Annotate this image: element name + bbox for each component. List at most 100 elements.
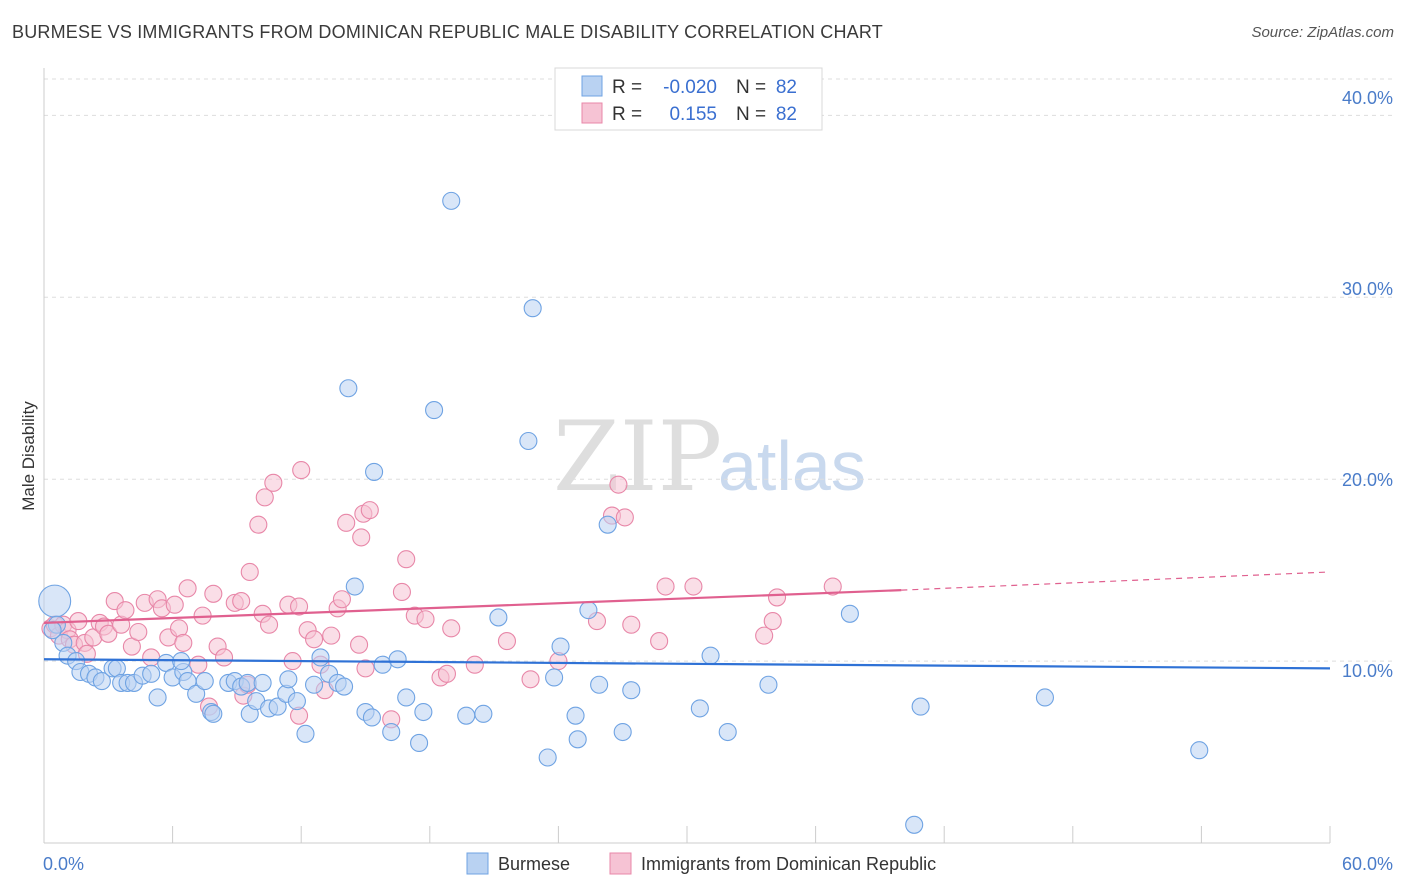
burmese-point [345, 577, 364, 596]
burmese-point [523, 299, 542, 318]
legend-swatch-dominican [581, 102, 603, 124]
bottom-legend-label-burmese: Burmese [498, 854, 570, 874]
burmese-point [568, 730, 587, 749]
burmese-point [142, 664, 161, 683]
burmese-point [598, 515, 617, 534]
y-axis-title: Male Disability [19, 401, 38, 511]
dominican-point [165, 595, 184, 614]
y-tick-label-30: 30.0% [1342, 279, 1393, 299]
dominican-point [437, 664, 456, 683]
dominican-point [264, 473, 283, 492]
burmese-point [590, 675, 609, 694]
legend-r-value-dominican: 0.155 [669, 104, 717, 125]
burmese-point [489, 608, 508, 627]
burmese-point [268, 697, 287, 716]
burmese-point [305, 675, 324, 694]
dominican-point [416, 610, 435, 629]
burmese-point [204, 704, 223, 723]
burmese-point [690, 699, 709, 718]
trend-lines [43, 571, 1331, 670]
burmese-point [414, 702, 433, 722]
burmese-point [195, 672, 214, 691]
legend-n-label-dominican: N = [736, 104, 766, 125]
dominican-point [650, 632, 669, 651]
burmese-point [519, 431, 538, 451]
bottom-legend-swatch-burmese [466, 852, 489, 875]
dominican-point [240, 562, 259, 582]
watermark-atlas: atlas [718, 427, 866, 505]
burmese-point [397, 688, 416, 707]
burmese-point [410, 733, 429, 753]
dominican-point [249, 515, 268, 534]
dominican-point [214, 648, 234, 667]
dominican-point [465, 655, 484, 674]
x-tick-label-max: 60.0% [1342, 854, 1393, 874]
axes [43, 68, 1331, 844]
dominican-point [442, 619, 461, 638]
burmese-point [474, 704, 493, 723]
dominican-trend-extension [901, 571, 1331, 591]
burmese-point [1190, 741, 1209, 760]
burmese-point [613, 722, 632, 742]
bottom-legend-label-dominican: Immigrants from Dominican Republic [641, 854, 936, 874]
legend-r-label-dominican: R = [612, 104, 642, 125]
burmese-point [187, 684, 206, 703]
legend-n-value-dominican: 82 [776, 104, 797, 125]
dominican-point [392, 582, 411, 602]
dominican-point [755, 626, 774, 645]
y-tick-label-40: 40.0% [1342, 88, 1393, 108]
legend-swatch-burmese [581, 75, 603, 97]
dominican-point [656, 577, 675, 596]
burmese-point [701, 646, 720, 665]
burmese-point [339, 379, 358, 398]
dominican-point [204, 584, 223, 603]
dominican-point [397, 550, 416, 569]
dominican-trend-line [43, 589, 902, 624]
bottom-legend-swatch-dominican [609, 852, 632, 875]
dominican-point [360, 501, 379, 520]
burmese-trend-line [43, 658, 1331, 670]
burmese-point [38, 584, 72, 618]
y-tick-label-10: 10.0% [1342, 661, 1393, 681]
dominican-point [259, 615, 279, 634]
bottom-legend: Burmese Immigrants from Dominican Republ… [466, 852, 936, 875]
burmese-point [579, 601, 598, 620]
burmese-point [148, 688, 167, 707]
burmese-point [279, 670, 298, 689]
dominican-point [174, 633, 193, 652]
dominican-point [290, 597, 309, 616]
x-tick-label-min: 0.0% [43, 854, 84, 874]
dominican-point [337, 513, 356, 532]
watermark-zip: ZIP [553, 401, 722, 513]
burmese-point [253, 673, 272, 692]
dominican-point [232, 592, 251, 611]
dominican-point [622, 615, 641, 634]
source-label: Source: ZipAtlas.com [1251, 24, 1394, 41]
burmese-points [38, 191, 1209, 834]
dominican-point [99, 624, 118, 643]
burmese-point [311, 648, 330, 667]
dominican-point [322, 626, 341, 645]
dominican-point [763, 612, 782, 631]
burmese-point [388, 650, 407, 669]
burmese-point [718, 722, 737, 742]
legend-box: R = -0.020 N = 82 R = 0.155 N = 82 [554, 67, 823, 131]
burmese-point [365, 462, 384, 481]
burmese-point [362, 708, 381, 727]
legend-r-value-burmese: -0.020 [663, 77, 717, 98]
chart-title: BURMESE VS IMMIGRANTS FROM DOMINICAN REP… [12, 22, 883, 42]
dominican-point [823, 577, 842, 596]
dominican-point [356, 659, 375, 678]
burmese-point [759, 675, 778, 694]
dominican-point [615, 508, 634, 527]
burmese-point [425, 401, 444, 420]
burmese-point [840, 604, 859, 623]
dominican-point [497, 632, 517, 651]
legend-n-label-burmese: N = [736, 77, 766, 98]
burmese-point [566, 706, 585, 725]
dominican-point [609, 475, 628, 494]
dominican-point [305, 630, 324, 649]
burmese-point [622, 681, 641, 700]
burmese-point [457, 706, 476, 725]
